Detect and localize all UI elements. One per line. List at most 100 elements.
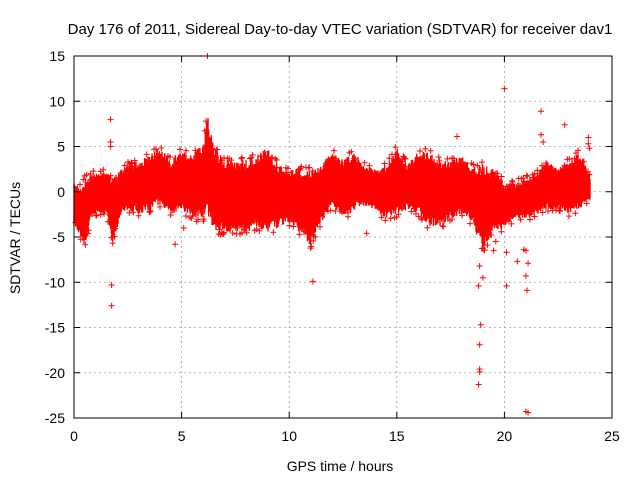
outlier-point [514,258,521,265]
outlier-point [476,368,483,375]
outlier-point [476,341,483,348]
data-point [508,220,515,227]
outlier-point [309,278,316,285]
outlier-point [525,260,532,267]
outlier-point [540,138,547,145]
outlier-point [479,274,486,281]
data-point [583,200,590,207]
data-point [333,155,339,162]
outlier-point [172,241,179,248]
data-point [87,170,94,177]
outlier-point [107,143,114,150]
outlier-point [492,238,499,245]
data-point [439,222,446,229]
data-point [229,229,236,236]
data-point [572,210,579,217]
data-point [312,233,319,240]
data-point [107,172,114,179]
data-point [523,172,530,179]
data-point [249,152,256,159]
data-point [539,209,546,216]
data-point [269,154,275,161]
outlier-point [180,224,187,231]
outlier-point [537,131,544,138]
y-axis-label: SDTVAR / TECUs [7,182,23,294]
data-point [498,173,505,180]
data-point [77,181,83,188]
data-point [183,212,189,219]
outlier-point [501,85,508,92]
data-point [90,167,97,174]
data-point [167,212,174,219]
outlier-point [107,116,114,123]
chart-title: Day 176 of 2011, Sidereal Day-to-day VTE… [68,21,613,38]
data-point [459,212,465,219]
data-point [158,145,165,152]
data-point [440,223,447,230]
data-point [575,147,581,154]
outlier-point [490,247,497,254]
outlier-point [525,409,532,416]
outlier-point [241,226,248,233]
data-point [121,162,128,169]
data-point [417,147,423,154]
outlier-point [585,134,592,141]
data-point [424,224,431,231]
data-point [408,208,415,215]
y-tick-label: -25 [45,410,65,426]
data-point [310,237,317,244]
data-point [585,168,591,175]
data-point [422,145,429,152]
data-point [498,228,505,235]
data-point [545,208,551,215]
outlier-point [476,262,483,269]
data-point [97,211,104,218]
data-point [325,208,331,215]
outlier-point [475,282,482,289]
data-point [306,164,313,171]
data-point [327,207,334,214]
data-point [285,165,291,172]
data-point [474,162,481,169]
data-point [484,242,491,249]
data-point [415,213,422,220]
outlier-point [108,281,115,288]
data-point [481,246,488,253]
outlier-point [108,302,115,309]
outlier-point [522,272,529,279]
data-point [228,157,235,164]
data-point [382,217,389,224]
data-point [586,171,593,178]
data-point [157,203,163,210]
data-point [111,233,118,240]
outlier-point [565,213,572,220]
data-point [85,227,92,234]
data-point [256,227,263,234]
data-point [332,208,339,215]
data-point [413,210,419,217]
data-point [317,223,323,230]
x-tick-label: 15 [389,428,405,444]
y-tick-label: 10 [49,93,65,109]
data-point [531,213,538,220]
data-point [85,230,91,237]
data-point [201,216,207,223]
data-point [243,229,250,236]
outlier-point [586,145,593,152]
outlier-point [585,140,592,147]
data-point [402,155,409,162]
y-tick-label: -15 [45,320,65,336]
data-point [527,216,533,223]
data-point [378,214,385,221]
data-point [219,230,226,237]
data-point [386,155,393,162]
data-point [100,166,107,173]
x-axis-label: GPS time / hours [287,458,394,474]
data-point [517,216,524,223]
data-point [435,154,442,161]
data-point [444,155,451,162]
data-point [83,171,90,178]
data-point [331,147,337,154]
outlier-point [503,282,510,289]
